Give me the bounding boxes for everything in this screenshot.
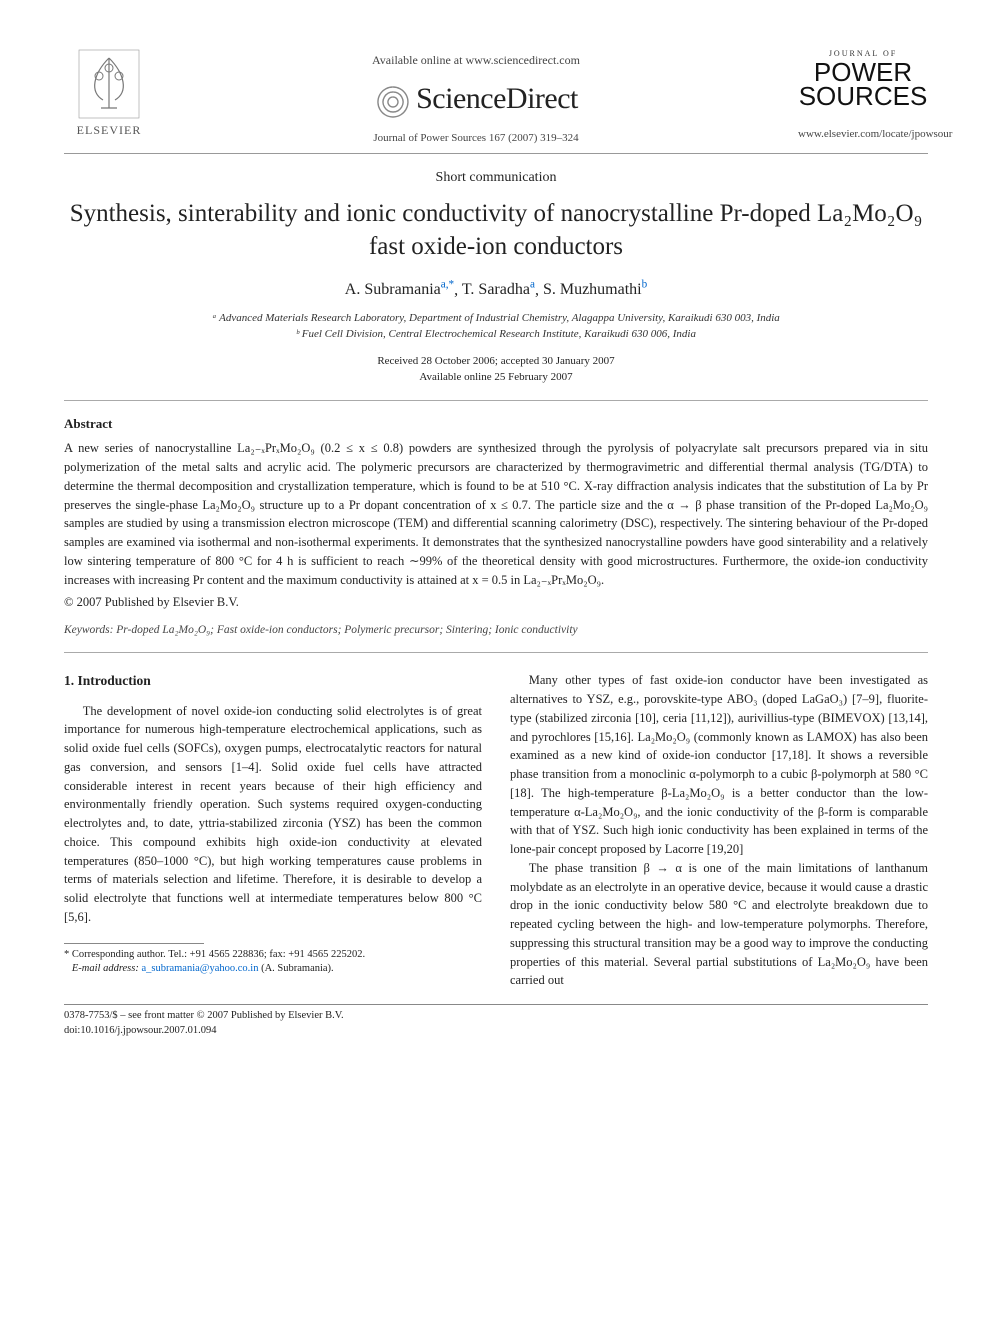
author-3: S. Muzhumathib bbox=[543, 281, 647, 298]
doi-line: doi:10.1016/j.jpowsour.2007.01.094 bbox=[64, 1024, 928, 1039]
sciencedirect-swirl-icon bbox=[374, 83, 412, 121]
intro-para-3: The phase transition β → α is one of the… bbox=[510, 859, 928, 990]
email-line: E-mail address: a_subramania@yahoo.co.in… bbox=[64, 962, 482, 977]
header-rule bbox=[64, 153, 928, 154]
abstract-heading: Abstract bbox=[64, 415, 928, 434]
keywords-text: Pr-doped La₂Mo₂O₉; Fast oxide-ion conduc… bbox=[116, 624, 577, 636]
section-1-heading: 1. Introduction bbox=[64, 671, 482, 691]
author-3-aff: b bbox=[642, 279, 648, 291]
front-matter: 0378-7753/$ – see front matter © 2007 Pu… bbox=[64, 1009, 928, 1038]
article-title: Synthesis, sinterability and ionic condu… bbox=[64, 198, 928, 263]
header-center: Available online at www.sciencedirect.co… bbox=[154, 48, 798, 147]
header-row: ELSEVIER Available online at www.science… bbox=[64, 48, 928, 147]
front-matter-line1: 0378-7753/$ – see front matter © 2007 Pu… bbox=[64, 1009, 928, 1024]
abstract-body: A new series of nanocrystalline La₂₋ₓPrₓ… bbox=[64, 439, 928, 589]
abstract-bottom-rule bbox=[64, 652, 928, 653]
intro-para-2: Many other types of fast oxide-ion condu… bbox=[510, 671, 928, 859]
journal-logo-block: JOURNAL OF POWER SOURCES www.elsevier.co… bbox=[798, 48, 928, 143]
affiliation-b: ᵇ Fuel Cell Division, Central Electroche… bbox=[64, 326, 928, 343]
affiliation-a: ᵃ Advanced Materials Research Laboratory… bbox=[64, 310, 928, 327]
email-who: (A. Subramania). bbox=[261, 963, 334, 974]
keywords-label: Keywords: bbox=[64, 624, 113, 636]
article-type: Short communication bbox=[64, 168, 928, 188]
front-matter-rule bbox=[64, 1004, 928, 1005]
author-1: A. Subramaniaa,* bbox=[345, 281, 454, 298]
author-2-aff: a bbox=[530, 279, 535, 291]
email-label: E-mail address: bbox=[72, 963, 139, 974]
abstract-top-rule bbox=[64, 400, 928, 401]
body-columns: 1. Introduction The development of novel… bbox=[64, 671, 928, 990]
footnote-rule bbox=[64, 943, 204, 944]
author-2: T. Saradhaa bbox=[462, 281, 535, 298]
available-online-line: Available online at www.sciencedirect.co… bbox=[154, 52, 798, 69]
journal-citation: Journal of Power Sources 167 (2007) 319–… bbox=[154, 131, 798, 147]
journal-logo-sources: SOURCES bbox=[798, 84, 928, 109]
received-line: Received 28 October 2006; accepted 30 Ja… bbox=[64, 353, 928, 370]
article-dates: Received 28 October 2006; accepted 30 Ja… bbox=[64, 353, 928, 386]
corresponding-author-footnote: * Corresponding author. Tel.: +91 4565 2… bbox=[64, 948, 482, 977]
intro-para-1: The development of novel oxide-ion condu… bbox=[64, 702, 482, 927]
email-address[interactable]: a_subramania@yahoo.co.in bbox=[141, 963, 258, 974]
elsevier-tree-icon bbox=[77, 48, 141, 120]
sciencedirect-logo: ScienceDirect bbox=[154, 77, 798, 121]
page: ELSEVIER Available online at www.science… bbox=[0, 0, 992, 1078]
elsevier-label: ELSEVIER bbox=[64, 122, 154, 139]
abstract-copyright: © 2007 Published by Elsevier B.V. bbox=[64, 593, 928, 611]
author-1-aff: a,* bbox=[441, 279, 454, 291]
keywords-line: Keywords: Pr-doped La₂Mo₂O₉; Fast oxide-… bbox=[64, 622, 928, 639]
authors-line: A. Subramaniaa,*, T. Saradhaa, S. Muzhum… bbox=[64, 277, 928, 302]
available-online-date: Available online 25 February 2007 bbox=[64, 369, 928, 386]
journal-url: www.elsevier.com/locate/jpowsour bbox=[798, 127, 928, 143]
column-right: Many other types of fast oxide-ion condu… bbox=[510, 671, 928, 990]
elsevier-logo-block: ELSEVIER bbox=[64, 48, 154, 139]
corr-line: * Corresponding author. Tel.: +91 4565 2… bbox=[64, 948, 482, 963]
column-left: 1. Introduction The development of novel… bbox=[64, 671, 482, 990]
sciencedirect-text: ScienceDirect bbox=[416, 82, 578, 115]
